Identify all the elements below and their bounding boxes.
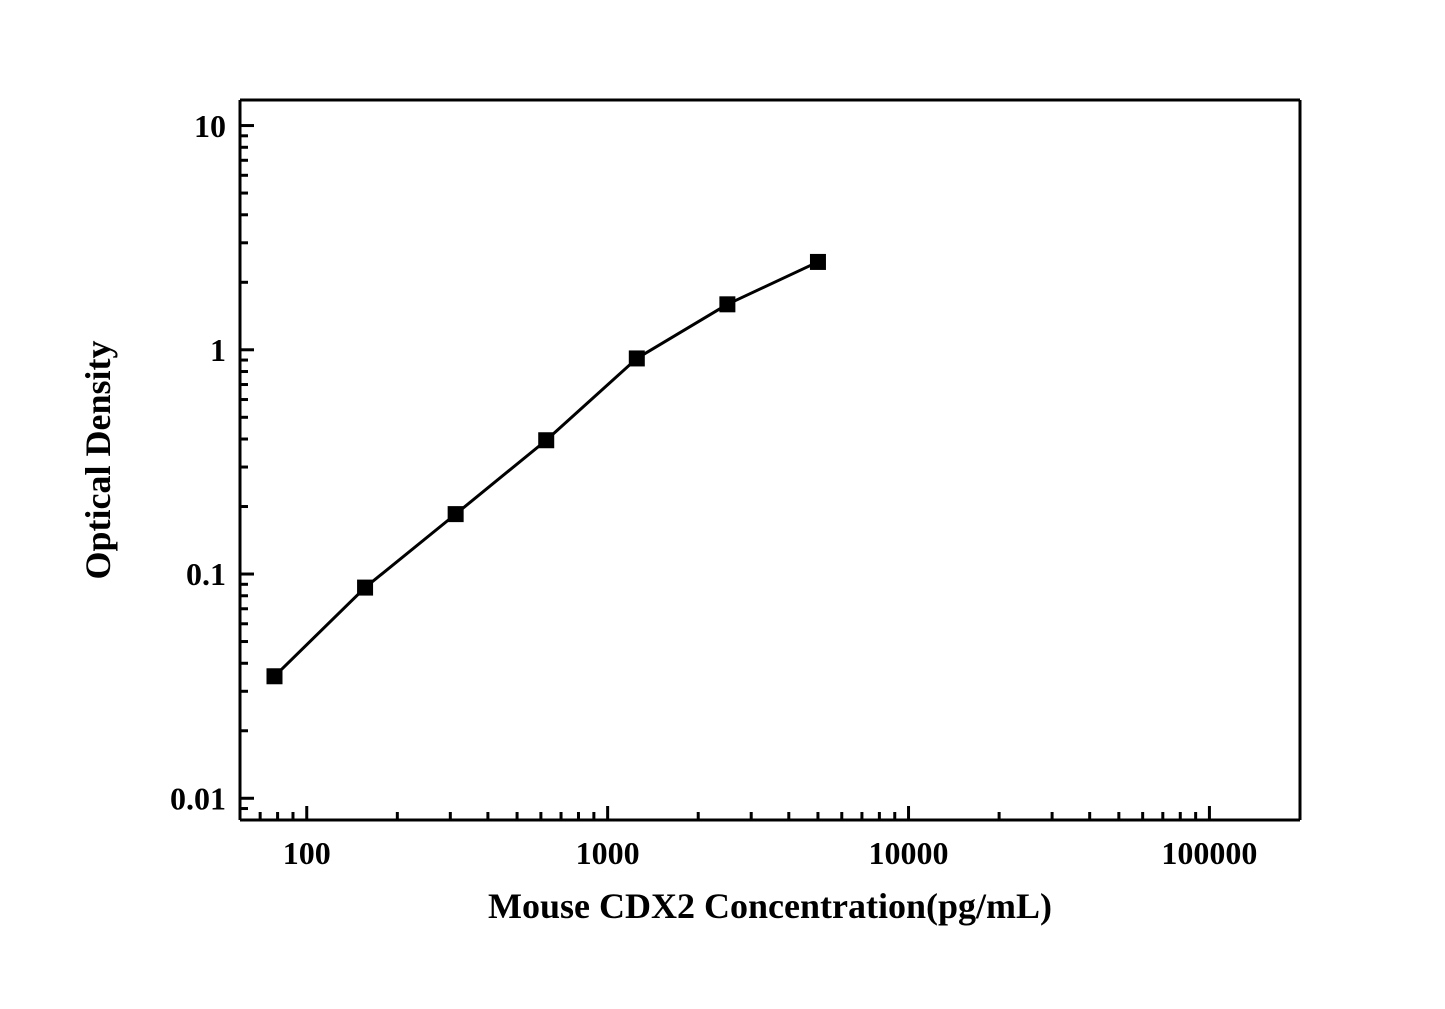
x-tick-label: 100000 — [1161, 835, 1257, 871]
y-tick-label: 1 — [210, 332, 226, 368]
chart-svg: 100 1000 10000 100000 0.01 0.1 1 10 Mouse CDX2 C… — [0, 0, 1445, 1009]
x-tick-label: 10000 — [869, 835, 949, 871]
data-marker — [810, 254, 826, 270]
data-marker — [448, 506, 464, 522]
data-marker — [357, 580, 373, 596]
y-axis-label: Optical Density — [78, 341, 118, 580]
data-marker — [266, 668, 282, 684]
x-axis-label: Mouse CDX2 Concentration(pg/mL) — [488, 886, 1052, 926]
data-marker — [719, 296, 735, 312]
y-tick-label: 10 — [194, 108, 226, 144]
data-marker — [538, 432, 554, 448]
data-marker — [629, 350, 645, 366]
y-tick-label: 0.1 — [186, 556, 226, 592]
x-tick-label: 1000 — [576, 835, 640, 871]
chart-container: 100 1000 10000 100000 0.01 0.1 1 10 Mouse CDX2 C… — [0, 0, 1445, 1009]
x-tick-label: 100 — [283, 835, 331, 871]
y-tick-label: 0.01 — [170, 780, 226, 816]
